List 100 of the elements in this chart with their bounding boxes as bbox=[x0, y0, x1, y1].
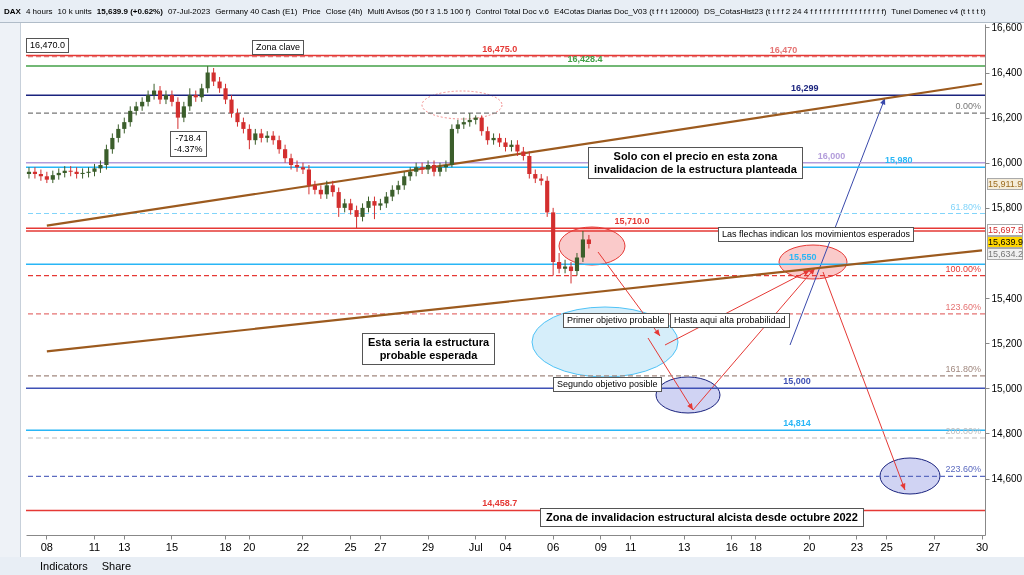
x-tick-label: 29 bbox=[421, 540, 435, 553]
x-tick-label: 13 bbox=[118, 540, 131, 553]
candlestick bbox=[235, 108, 240, 128]
text: Control Total Doc v.6 bbox=[475, 6, 550, 17]
candlestick bbox=[229, 94, 234, 119]
annotation: Zona clave bbox=[252, 40, 305, 55]
candlestick bbox=[312, 180, 317, 195]
y-tick-label: 16,400 bbox=[991, 67, 1023, 79]
y-tick-label: 15,200 bbox=[991, 337, 1023, 349]
text: DAX bbox=[4, 6, 21, 17]
candlestick bbox=[425, 159, 431, 175]
x-tick-label: 08 bbox=[40, 540, 53, 553]
annotation: 61.80% bbox=[950, 201, 981, 212]
x-tick-label: 18 bbox=[749, 540, 762, 553]
candlestick bbox=[479, 114, 484, 137]
ref-line-label: 16,428.4 bbox=[567, 54, 603, 65]
text: 15,697.5 bbox=[987, 224, 1024, 236]
candlestick bbox=[372, 196, 377, 220]
ref-line-label: 16,299 bbox=[790, 83, 819, 94]
y-tick-label: 15,800 bbox=[991, 202, 1023, 214]
y-tick-label: 16,200 bbox=[991, 112, 1023, 124]
annotation: 16,470.0 bbox=[26, 38, 70, 53]
x-tick-label: 18 bbox=[219, 540, 232, 553]
ref-line-label: 14,458.7 bbox=[482, 498, 518, 509]
text: 15,911.9 bbox=[987, 178, 1023, 190]
candlestick bbox=[181, 101, 186, 123]
candlestick bbox=[288, 153, 294, 171]
ref-line-label: 15,000 bbox=[783, 376, 811, 387]
candlestick bbox=[86, 166, 91, 178]
text: Germany 40 Cash (E1) bbox=[215, 6, 298, 17]
x-tick-label: 11 bbox=[624, 540, 637, 553]
candlestick bbox=[146, 90, 151, 107]
text: 15,639.9 (+0.62%) bbox=[96, 6, 163, 17]
candlestick bbox=[485, 126, 490, 146]
ref-line-label: 15,550 bbox=[789, 252, 817, 263]
annotation: 223.60% bbox=[945, 464, 981, 475]
candlestick bbox=[110, 132, 115, 155]
candlestick bbox=[169, 90, 175, 107]
candlestick bbox=[557, 252, 562, 274]
x-tick-label: 15 bbox=[165, 540, 179, 553]
text: 07-Jul-2023 bbox=[167, 6, 211, 17]
x-tick-label: 23 bbox=[850, 540, 864, 553]
x-tick-label: 27 bbox=[374, 540, 387, 553]
y-tick-label: 16,600 bbox=[991, 21, 1023, 33]
text: Share bbox=[101, 560, 132, 572]
x-tick-label: 22 bbox=[296, 540, 310, 553]
y-tick-label: 15,400 bbox=[991, 292, 1023, 304]
text: Multi Avisos (50 f 3 1.5 100 f) bbox=[367, 6, 471, 17]
candlestick bbox=[175, 96, 180, 130]
annotation: 100.00% bbox=[945, 263, 981, 274]
candlestick bbox=[116, 123, 121, 143]
candlestick bbox=[420, 162, 425, 175]
ref-line-label: 16,000 bbox=[817, 150, 846, 161]
x-tick-label: 20 bbox=[803, 540, 816, 553]
candlestick bbox=[586, 234, 591, 249]
annotation: Hasta aqui alta probabilidad bbox=[670, 313, 790, 328]
candlestick bbox=[360, 202, 365, 222]
candlestick bbox=[300, 162, 306, 175]
annotation: Solo con el precio en esta zona invalidacion de la estructura planteada bbox=[588, 147, 803, 180]
candlestick bbox=[283, 144, 288, 164]
annotation: 0.00% bbox=[955, 101, 981, 112]
candlestick bbox=[306, 164, 312, 195]
candlestick bbox=[527, 150, 532, 180]
candlestick bbox=[187, 87, 192, 112]
ref-line-label: 15,710.0 bbox=[614, 216, 650, 227]
candlestick bbox=[336, 187, 341, 218]
candlestick bbox=[223, 83, 228, 105]
candlestick bbox=[277, 135, 282, 155]
x-tick-label: 11 bbox=[88, 540, 101, 553]
x-tick-label: Jul bbox=[468, 540, 483, 553]
x-tick-label: 04 bbox=[499, 540, 512, 553]
annotation: 161.80% bbox=[945, 363, 981, 374]
x-tick-label: 13 bbox=[678, 540, 691, 553]
text: 10 k units bbox=[57, 6, 92, 17]
text: Price bbox=[302, 6, 321, 17]
x-tick-label: 06 bbox=[547, 540, 560, 553]
candlestick bbox=[574, 252, 580, 277]
x-tick-label: 16 bbox=[725, 540, 738, 553]
y-tick-label: 16,000 bbox=[991, 157, 1023, 169]
candlestick bbox=[128, 105, 133, 128]
candlestick bbox=[163, 90, 169, 105]
candlestick bbox=[354, 205, 359, 229]
annotation: Las flechas indican los movimientos esperados bbox=[718, 227, 915, 242]
annotation: -718.4 -4.37% bbox=[170, 131, 207, 157]
candlestick bbox=[431, 159, 437, 177]
y-tick-label: 14,800 bbox=[991, 427, 1023, 439]
x-tick-label: 09 bbox=[594, 540, 607, 553]
annotation: Zona de invalidacion estructural alcista desde octubre 2022 bbox=[540, 508, 864, 528]
annotation: Segundo objetivo posible bbox=[553, 377, 662, 392]
x-tick-label: 27 bbox=[928, 540, 941, 553]
candlestick bbox=[157, 85, 163, 105]
candlestick bbox=[247, 123, 252, 150]
ref-line-label: 14,814 bbox=[783, 418, 811, 429]
y-tick-label: 14,600 bbox=[991, 473, 1023, 485]
candlestick bbox=[199, 83, 204, 103]
candlestick bbox=[104, 144, 109, 171]
x-tick-label: 25 bbox=[344, 540, 357, 553]
candlestick bbox=[324, 180, 329, 200]
text: E4Cotas Diarias Doc_V03 (t f f t 120000) bbox=[554, 6, 700, 17]
ref-line-label: 15,980 bbox=[884, 155, 913, 166]
